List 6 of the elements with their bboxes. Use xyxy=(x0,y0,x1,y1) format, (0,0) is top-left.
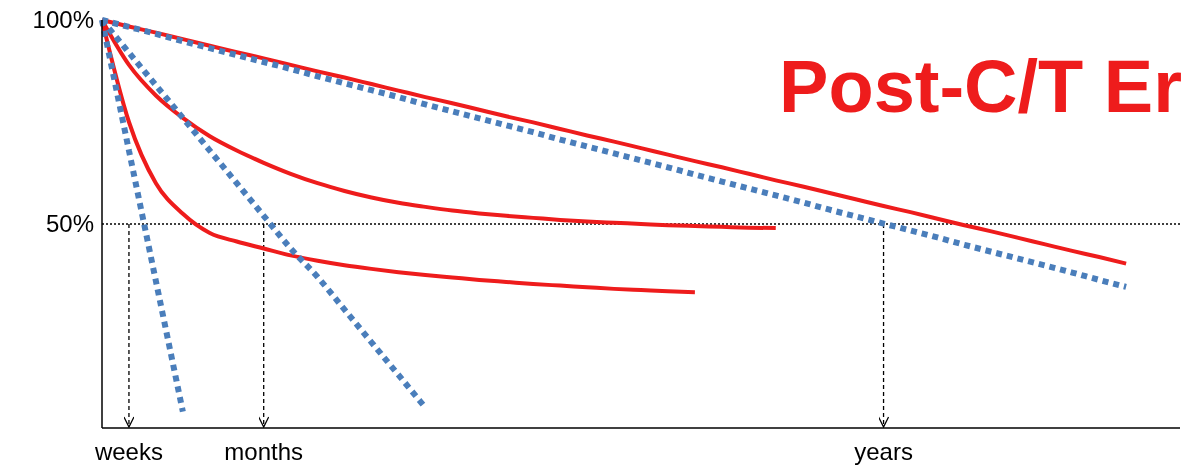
x-tick-label: years xyxy=(854,438,913,465)
chart-title: Post-C/T Er xyxy=(779,45,1182,128)
x-tick-label: months xyxy=(224,438,304,465)
x-tick-label: weeks xyxy=(93,438,163,465)
y-tick-label: 50% xyxy=(45,210,94,238)
y-tick-label: 100% xyxy=(32,6,94,34)
